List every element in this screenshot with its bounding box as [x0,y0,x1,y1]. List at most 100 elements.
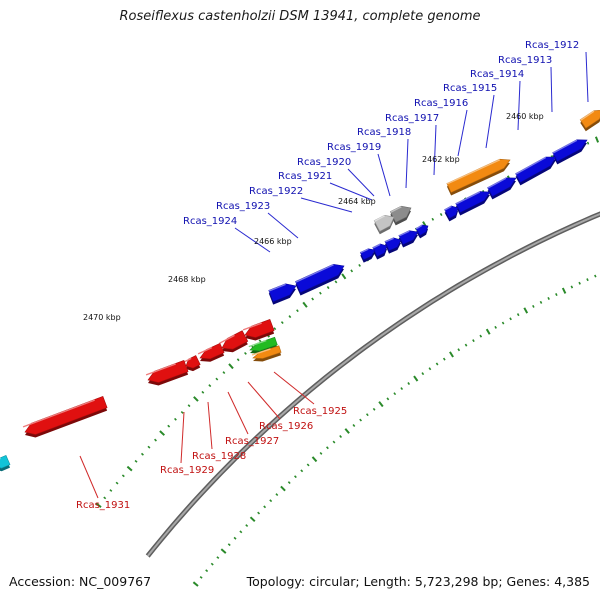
reverse-leader-line [273,371,315,405]
reverse-gene-arrow-highlight [183,357,192,363]
tick-mark [134,459,138,463]
tick-mark [210,562,214,566]
forward-leader-line [405,138,409,189]
tick-mark [509,317,512,321]
tick-mark [236,358,240,362]
forward-gene-arrow-highlight [515,156,547,175]
forward-gene-arrow-highlight [398,230,410,237]
tick-mark [300,469,304,473]
tick-mark [215,377,219,381]
tick-mark [539,300,543,304]
reverse-gene-arrow-highlight [242,322,262,331]
tick-mark [140,452,144,456]
tick-mark [319,451,323,455]
tick-mark [494,325,497,329]
forward-leader-line [377,153,391,197]
scale-label: 2470 kbp [83,313,121,322]
reverse-leader-line [207,401,213,450]
scale-label: 2462 kbp [422,155,460,164]
reverse-leader-line [227,391,249,435]
scale-labels: 2460 kbp 2462 kbp 2464 kbp 2466 kbp 2468 kbp… [83,112,544,322]
tick-mark [201,390,205,394]
reverse-leader-line [180,411,185,464]
tick-mark [187,404,191,408]
tick-mark [199,575,203,579]
tick-mark [263,505,267,509]
reverse-leader-line [247,381,281,420]
forward-gene-label: Rcas_1921 [278,171,332,182]
tick-mark [372,407,376,411]
tick-mark [208,384,212,388]
tick-mark [358,263,361,267]
scale-label: 2466 kbp [254,237,292,246]
tick-mark [378,401,384,408]
forward-gene-label: Rcas_1913 [498,55,552,66]
reverse-gene-arrow-highlight [145,363,176,376]
tick-mark [258,339,262,343]
tick-mark [216,556,220,560]
reverse-gene-label: Rcas_1925 [293,406,347,417]
tick-mark [302,301,308,308]
gray-gene-arrow-highlight [374,215,386,222]
tick-mark [365,413,369,417]
tick-mark [319,291,322,295]
tick-mark [269,499,273,503]
tick-mark [586,141,590,145]
gene-labels: Rcas_1912 Rcas_1913 Rcas_1914 Rcas_1915 Rcas… [76,40,579,511]
tick-mark [555,293,558,297]
forward-leader-line [485,94,495,149]
genome-backbone [145,211,600,558]
forward-gene-label: Rcas_1918 [357,127,411,138]
reverse-gene-arrow-highlight [197,346,213,355]
tick-mark [586,278,589,282]
tick-mark [449,351,454,358]
tick-mark [126,465,133,472]
reverse-gene-label: Rcas_1926 [259,421,313,432]
tick-mark [561,287,567,294]
forward-gene-label: Rcas_1924 [183,216,237,227]
tick-mark [244,351,247,355]
tick-mark [386,397,390,401]
tick-mark [222,371,226,375]
forward-gene-label: Rcas_1917 [385,113,439,124]
tick-mark [464,343,468,347]
tick-mark [257,511,261,515]
tick-mark [174,417,177,421]
reverse-leader-line [79,455,99,499]
forward-gene-arrow-highlight [415,224,423,230]
tick-mark [341,273,347,280]
tick-mark [192,581,199,587]
forward-leader-line [347,168,375,197]
tick-mark [428,367,432,371]
tick-mark [359,418,363,422]
tick-mark [393,392,397,396]
tick-mark [159,430,165,436]
reverse-gene-arrow-highlight [22,399,95,428]
tick-mark [334,280,338,284]
forward-gene-arrow-highlight [444,205,452,211]
tick-mark [245,524,249,527]
forward-gene-label: Rcas_1920 [297,157,351,168]
tick-mark [288,315,292,319]
tick-mark [532,304,535,308]
tick-mark [193,396,199,402]
tick-mark [233,536,237,540]
tick-mark [109,489,113,492]
tick-mark [273,327,277,331]
tick-mark [180,411,184,414]
forward-gene-arrow-highlight [295,264,334,283]
tick-mark [435,362,439,366]
map-title: Roseiflexus castenholzii DSM 13941, comp… [119,9,481,24]
tick-mark [294,475,297,479]
tick-mark [439,212,443,217]
tick-mark [205,569,209,573]
tick-mark [442,357,446,361]
tick-mark [280,321,284,325]
tick-mark [578,281,581,285]
forward-gene-label: Rcas_1916 [414,98,468,109]
tick-mark [594,136,600,143]
forward-leader-line [433,124,437,176]
orange-gene-arrow-highlight [446,159,501,185]
label-leader-lines [79,51,589,499]
